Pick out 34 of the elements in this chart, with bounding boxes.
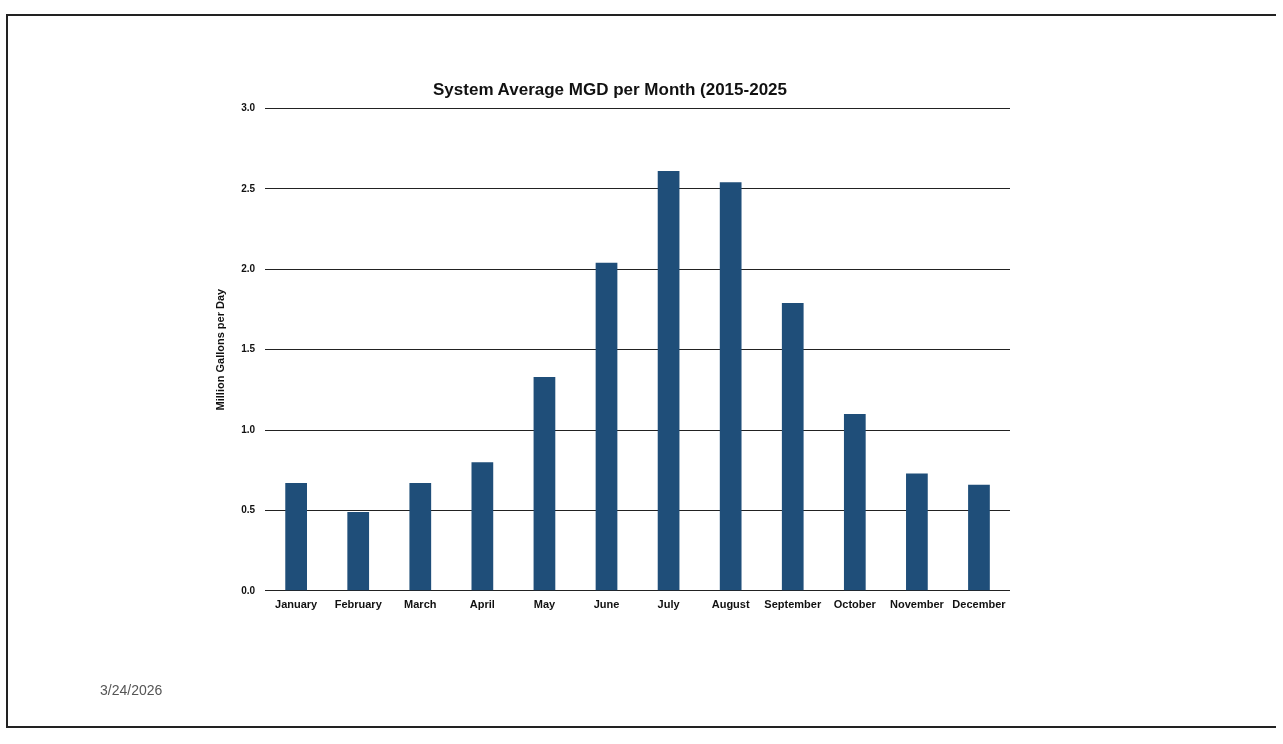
x-tick-label: June: [593, 598, 620, 611]
x-tick-label: December: [952, 598, 1007, 611]
y-tick-label: 1.5: [241, 343, 256, 355]
x-tick-label: February: [334, 598, 383, 611]
x-tick-label: January: [275, 598, 319, 611]
y-tick-label: 0.0: [241, 584, 256, 596]
x-tick-label: March: [404, 598, 437, 611]
x-tick-label: April: [469, 598, 495, 611]
chart-title: System Average MGD per Month (2015-2025: [433, 79, 787, 99]
y-tick-label: 1.0: [241, 423, 256, 435]
y-axis-title: Million Gallons per Day: [213, 287, 226, 411]
x-tick-label: August: [711, 598, 750, 611]
bar: [409, 483, 432, 591]
y-tick-label: 0.5: [241, 504, 256, 516]
x-tick-label: May: [533, 598, 557, 611]
bar: [719, 182, 742, 591]
x-tick-label: November: [889, 598, 945, 611]
bar: [657, 171, 680, 591]
bar: [533, 376, 556, 591]
bar: [968, 484, 990, 591]
bar: [471, 462, 494, 591]
bar: [347, 512, 370, 591]
text: 3/24/2026: [100, 682, 163, 698]
x-tick-label: July: [657, 598, 681, 611]
bar: [781, 302, 804, 591]
bar: [285, 483, 307, 591]
bar: [843, 413, 866, 591]
bar: [906, 473, 928, 591]
y-tick-label: 2.0: [241, 262, 256, 274]
y-tick-label: 3.0: [241, 102, 256, 114]
x-tick-label: September: [764, 598, 822, 611]
bar: [595, 262, 618, 591]
y-tick-label: 2.5: [241, 182, 256, 194]
x-tick-label: October: [833, 598, 877, 611]
